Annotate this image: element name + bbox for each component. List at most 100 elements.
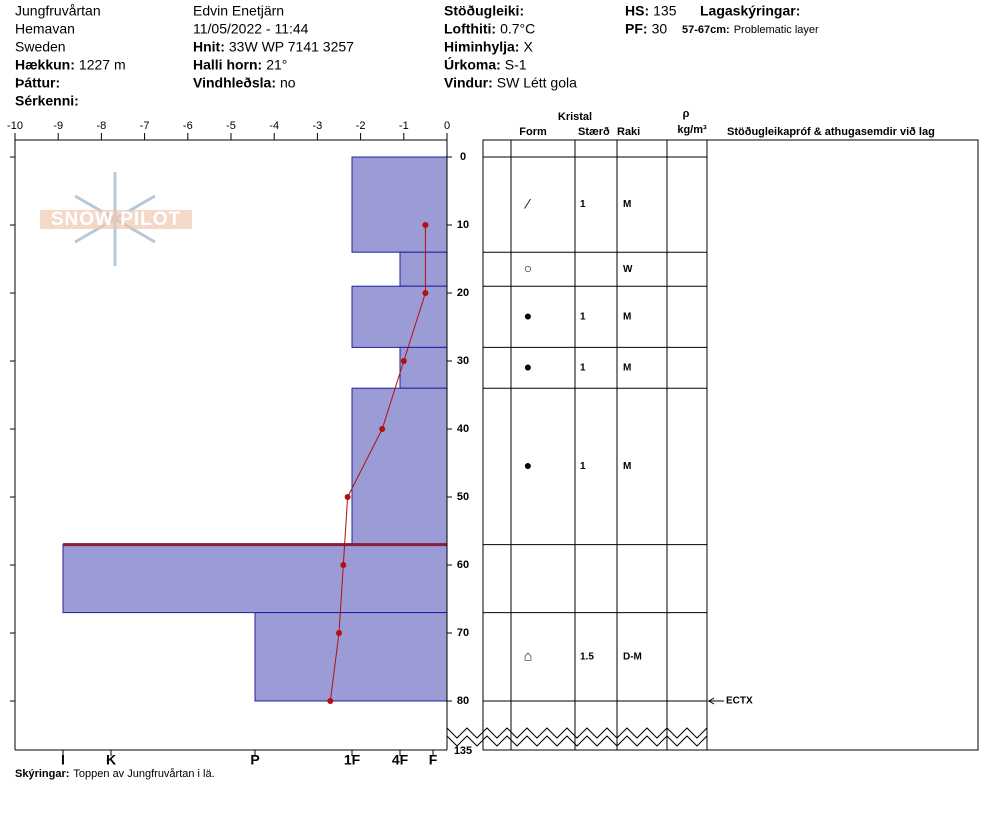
grain-form: ● bbox=[524, 359, 532, 375]
depth-tick-label: 30 bbox=[457, 355, 469, 367]
grain-size: 1 bbox=[580, 461, 586, 472]
field-value: Sweden bbox=[15, 39, 66, 55]
field-label: Hnit: bbox=[193, 39, 225, 55]
field-value: 1227 m bbox=[79, 57, 126, 73]
field-value: no bbox=[280, 75, 296, 91]
grain-form: ● bbox=[524, 457, 532, 473]
grain-form: ● bbox=[524, 308, 532, 324]
temp-point bbox=[422, 222, 429, 228]
field-value: Edvin Enetjärn bbox=[193, 3, 284, 19]
hardness-label: 4F bbox=[392, 752, 409, 768]
depth-tick-label: 50 bbox=[457, 491, 469, 503]
field-value: X bbox=[523, 39, 533, 55]
field-value: SW Létt gola bbox=[497, 75, 577, 91]
temp-tick-label: -9 bbox=[53, 120, 63, 132]
grain-size: 1 bbox=[580, 199, 586, 210]
problematic-marker bbox=[63, 543, 447, 547]
hardness-label: P bbox=[250, 752, 259, 768]
temp-line bbox=[329, 225, 426, 702]
moisture: M bbox=[623, 461, 631, 472]
depth-tick-label: 10 bbox=[457, 219, 469, 231]
grain-form: ○ bbox=[524, 260, 532, 276]
depth-tick-label: 80 bbox=[457, 695, 469, 707]
field-value: 0.7°C bbox=[500, 21, 535, 37]
temp-point bbox=[344, 494, 351, 500]
hardness-bar bbox=[399, 346, 448, 389]
hardness-label: K bbox=[106, 752, 116, 768]
hardness-bar bbox=[351, 156, 448, 253]
footer-label: Skýringar: bbox=[15, 768, 69, 780]
temp-tick-label: -4 bbox=[269, 120, 279, 132]
temp-point bbox=[336, 630, 342, 636]
temp-tick-label: -1 bbox=[399, 120, 409, 132]
table-frame bbox=[482, 139, 979, 751]
legend-value: Problematic layer bbox=[734, 24, 819, 36]
temp-tick-label: -5 bbox=[226, 120, 236, 132]
field-value: 33W WP 7141 3257 bbox=[229, 39, 354, 55]
field-value: 30 bbox=[652, 21, 668, 37]
hardness-label: 1F bbox=[344, 752, 361, 768]
temp-tick-label: -3 bbox=[313, 120, 323, 132]
field-label: Stöðugleiki: bbox=[444, 3, 524, 19]
hardness-bar bbox=[254, 612, 448, 702]
moisture: D-M bbox=[623, 651, 642, 662]
logo-text: SNOW PILOT bbox=[51, 209, 181, 230]
moisture: M bbox=[623, 199, 631, 210]
field-label: Sérkenni: bbox=[15, 93, 79, 109]
grain-form: ⁄ bbox=[524, 195, 532, 211]
th-crystal: Kristal bbox=[558, 111, 592, 123]
field-label: HS: bbox=[625, 3, 649, 19]
depth-tick-label: 40 bbox=[457, 423, 469, 435]
hardness-label: F bbox=[429, 752, 438, 768]
field-label: Himinhylja: bbox=[444, 39, 519, 55]
field-label: Vindhleðsla: bbox=[193, 75, 276, 91]
hardness-bar bbox=[62, 544, 448, 614]
depth-tick-label: 0 bbox=[460, 151, 466, 163]
field-value: Jungfruvårtan bbox=[15, 3, 101, 19]
moisture: M bbox=[623, 362, 631, 373]
depth-break bbox=[446, 735, 708, 747]
field-value: 135 bbox=[653, 3, 677, 19]
temp-point bbox=[400, 358, 407, 364]
temp-tick-label: -2 bbox=[356, 120, 366, 132]
temp-point bbox=[340, 562, 347, 568]
legend-label: 57-67cm: bbox=[682, 24, 730, 36]
hardness-label: I bbox=[61, 752, 65, 768]
th-comments: Stöðugleikapróf & athugasemdir við lag bbox=[727, 126, 935, 138]
test-label: ECTX bbox=[726, 696, 753, 707]
field-label: Lofthiti: bbox=[444, 21, 496, 37]
field-label: Úrkoma: bbox=[444, 56, 501, 73]
footer-value: Toppen av Jungfruvårtan i lä. bbox=[73, 768, 214, 780]
grain-form: ⌂ bbox=[524, 648, 532, 664]
field-value: 11/05/2022 - 11:44 bbox=[193, 21, 309, 37]
grain-size: 1.5 bbox=[580, 651, 594, 662]
temp-tick-label: -7 bbox=[140, 120, 150, 132]
temp-point bbox=[379, 426, 386, 432]
hardness-bar bbox=[351, 387, 448, 546]
hardness-bar bbox=[399, 251, 448, 287]
field-label: Þáttur: bbox=[15, 75, 60, 91]
temp-tick-label: -8 bbox=[97, 120, 107, 132]
temp-point bbox=[327, 698, 334, 704]
depth-tick-label: 20 bbox=[457, 287, 469, 299]
depth-tick-label: 60 bbox=[457, 559, 469, 571]
depth-tick-label: 70 bbox=[457, 627, 469, 639]
field-label: Vindur: bbox=[444, 75, 493, 91]
legend-title: Lagaskýringar: bbox=[700, 3, 800, 19]
logo-band bbox=[40, 210, 192, 229]
depth-break bbox=[446, 727, 708, 739]
temp-tick-label: -10 bbox=[7, 120, 23, 132]
th-size: Stærð bbox=[578, 126, 610, 138]
th-form: Form bbox=[519, 126, 547, 138]
field-label: Hækkun: bbox=[15, 57, 75, 73]
field-label: Halli horn: bbox=[193, 57, 262, 73]
field-label: PF: bbox=[625, 21, 648, 37]
field-value: S-1 bbox=[505, 57, 527, 73]
temp-tick-label: 0 bbox=[444, 120, 450, 132]
moisture: W bbox=[623, 264, 633, 275]
temp-tick-label: -6 bbox=[183, 120, 193, 132]
grain-size: 1 bbox=[580, 311, 586, 322]
field-value: 21° bbox=[266, 57, 287, 73]
field-value: Hemavan bbox=[15, 21, 75, 37]
